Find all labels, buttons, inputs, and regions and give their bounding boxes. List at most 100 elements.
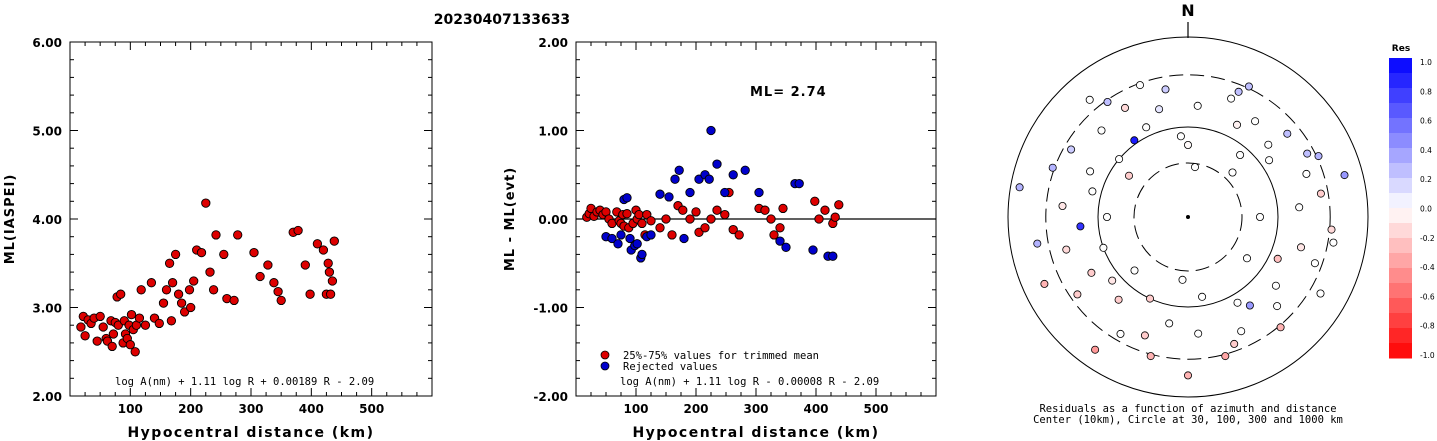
y-tick-label: 4.00: [32, 213, 62, 227]
rejected-point: [646, 230, 656, 240]
x-tick-label: 300: [238, 402, 263, 416]
y-tick-label: -2.00: [533, 390, 568, 404]
rejected-point: [613, 239, 623, 249]
station-point: [1256, 212, 1265, 221]
trimmed-point: [637, 218, 647, 229]
trimmed-point: [810, 196, 820, 206]
station-point: [1146, 294, 1155, 303]
y-tick-label: 0.00: [538, 213, 568, 227]
station-point: [1085, 95, 1094, 104]
rejected-point: [828, 251, 838, 261]
trimmed-point: [720, 209, 730, 220]
station-point: [1161, 85, 1170, 94]
station-point: [1295, 203, 1304, 212]
x-axis-label: Hypocentral distance (km): [632, 425, 879, 441]
trimmed-point: [655, 223, 665, 233]
station-point: [1115, 155, 1124, 164]
colorbar-tick-label: 0.2: [1420, 175, 1432, 184]
data-point: [201, 198, 211, 208]
station-point: [1146, 352, 1155, 361]
station-point: [1116, 329, 1125, 338]
data-point: [146, 278, 157, 288]
station-point: [1087, 268, 1096, 277]
station-point: [1273, 302, 1282, 311]
ml-annotation: ML= 2.74: [750, 85, 827, 100]
x-tick-label: 500: [359, 402, 384, 416]
colorbar-cell: [1389, 298, 1412, 314]
data-point: [263, 260, 273, 270]
colorbar-tick-label: -0.8: [1420, 322, 1435, 331]
x-tick-label: 400: [803, 402, 828, 416]
station-point: [1230, 339, 1239, 348]
colorbar-cell: [1389, 163, 1412, 179]
station-point: [1099, 243, 1108, 252]
x-axis-label: Hypocentral distance (km): [127, 425, 374, 441]
caption-line-1: Residuals as a function of azimuth and d…: [1039, 403, 1336, 415]
rejected-point: [685, 187, 695, 198]
y-tick-label: 1.00: [538, 125, 568, 139]
rejected-point: [720, 187, 730, 198]
data-point: [80, 331, 90, 341]
station-point: [1234, 87, 1243, 96]
rejected-point: [679, 233, 689, 244]
data-point: [158, 298, 169, 308]
data-point: [249, 247, 259, 258]
colorbar-cell: [1389, 118, 1412, 134]
station-point: [1130, 136, 1139, 145]
station-point: [1251, 117, 1260, 126]
data-point: [186, 302, 196, 313]
tick-labels: 100 200 300 400 500 2.00 3.00 4.00 5.00 6.00: [32, 36, 384, 416]
data-point: [276, 295, 286, 306]
colorbar-cell: [1389, 343, 1412, 359]
rejected-point: [674, 165, 684, 175]
rejected-point: [622, 193, 632, 203]
data-point: [184, 285, 195, 295]
x-tick-label: 300: [743, 402, 768, 416]
data-point: [92, 336, 102, 346]
data-point: [255, 271, 265, 282]
data-point: [269, 278, 279, 288]
data-point: [126, 309, 137, 320]
trimmed-point: [834, 200, 844, 210]
formula-label: log A(nm) + 1.11 log R + 0.00189 R - 2.0…: [115, 376, 374, 388]
data-point: [154, 318, 164, 329]
station-point: [1310, 259, 1319, 268]
station-point: [1058, 201, 1067, 210]
legend: 25%-75% values for trimmed mean Rejected…: [600, 350, 819, 373]
data-point: [229, 295, 239, 306]
ring-1000km: [1007, 36, 1369, 398]
station-point: [1340, 171, 1349, 180]
station-point: [1327, 225, 1336, 234]
y-axis-label: ML - ML(evt): [503, 167, 518, 271]
residual-distance-panel: 100 200 300 400 500 -2.00 -1.00 0.00 1.00 2.00 ML…: [503, 36, 937, 441]
station-point: [1121, 103, 1130, 112]
station-point: [1244, 82, 1253, 91]
rejected-point: [632, 239, 642, 249]
rejected-point: [794, 178, 804, 189]
legend-label-trimmed: 25%-75% values for trimmed mean: [623, 350, 819, 362]
data-point: [233, 230, 243, 240]
station-point: [1062, 245, 1071, 254]
data-point: [116, 289, 126, 299]
trimmed-point: [820, 205, 830, 215]
trimmed-point: [691, 207, 701, 217]
station-point: [1271, 281, 1280, 290]
data-point: [140, 320, 151, 330]
station-point: [1067, 145, 1076, 154]
trimmed-point: [769, 230, 779, 240]
data-point: [136, 285, 146, 295]
colorbar-tick-label: 0.6: [1420, 117, 1432, 126]
ring-30km: [1133, 162, 1243, 272]
tick-marks: [69, 41, 433, 397]
y-tick-label: 3.00: [32, 302, 62, 316]
data-point: [208, 285, 219, 295]
station-point: [1221, 352, 1230, 361]
legend-label-rejected: Rejected values: [623, 361, 718, 373]
trimmed-point: [778, 203, 788, 214]
data-point: [305, 289, 315, 299]
trimmed-point: [622, 209, 632, 219]
data-point: [273, 286, 283, 297]
colorbar-tick-label: -0.4: [1420, 263, 1435, 272]
station-point: [1329, 238, 1338, 247]
